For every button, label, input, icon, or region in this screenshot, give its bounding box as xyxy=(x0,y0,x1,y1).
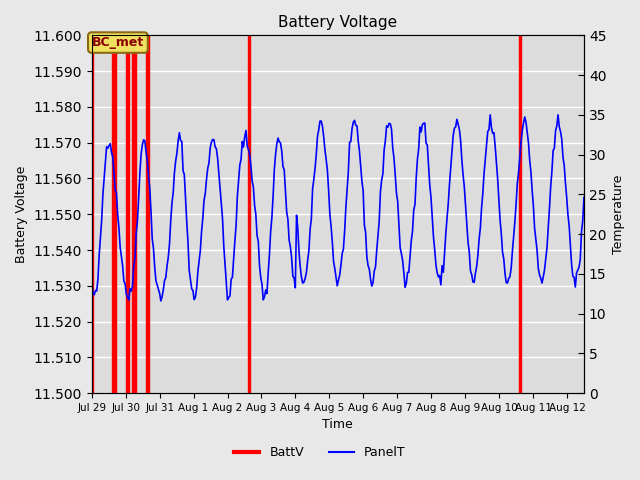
Bar xyxy=(132,36,134,393)
Bar xyxy=(91,36,93,393)
Bar xyxy=(127,36,129,393)
Bar xyxy=(519,36,521,393)
Bar xyxy=(146,36,148,393)
Text: BC_met: BC_met xyxy=(92,36,144,49)
Title: Battery Voltage: Battery Voltage xyxy=(278,15,397,30)
Bar xyxy=(81,36,83,393)
X-axis label: Time: Time xyxy=(323,419,353,432)
Bar xyxy=(112,36,114,393)
Y-axis label: Battery Voltage: Battery Voltage xyxy=(15,166,28,263)
Bar xyxy=(127,36,129,393)
Bar xyxy=(248,36,250,393)
Bar xyxy=(147,36,149,393)
Bar xyxy=(114,36,116,393)
Legend: BattV, PanelT: BattV, PanelT xyxy=(229,441,411,464)
Bar xyxy=(134,36,136,393)
Y-axis label: Temperature: Temperature xyxy=(612,175,625,254)
